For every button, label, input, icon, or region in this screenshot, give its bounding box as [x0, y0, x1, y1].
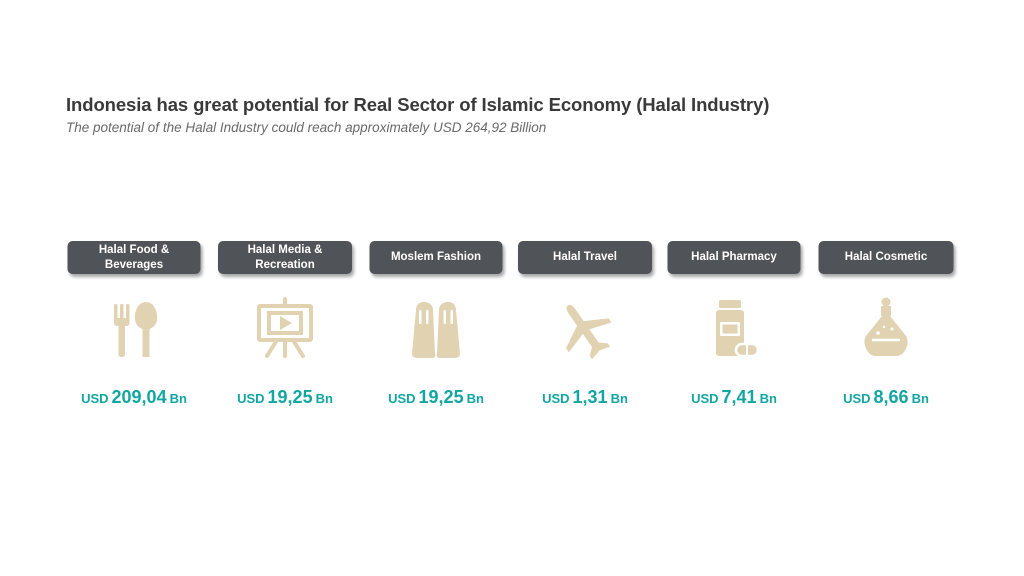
sector-value: USD 19,25 Bn — [237, 387, 333, 407]
sector-label: Halal Cosmetic — [818, 241, 954, 274]
sector-label: Halal Media & Recreation — [218, 241, 352, 274]
sector-halal-food: Halal Food & Beverages USD 209,04 Bn — [59, 0, 209, 576]
sector-value: USD 7,41 Bn — [691, 387, 777, 407]
perfume-bottle-icon — [856, 296, 916, 362]
sector-halal-travel: Halal Travel USD 1,31 Bn — [510, 0, 660, 576]
sector-halal-cosmetic: Halal Cosmetic USD 8,66 Bn — [811, 0, 961, 576]
sector-value: USD 19,25 Bn — [388, 387, 484, 407]
clothing-icon — [406, 296, 466, 362]
sector-value: USD 209,04 Bn — [81, 387, 187, 407]
sector-value: USD 8,66 Bn — [843, 387, 929, 407]
sector-label: Halal Food & Beverages — [67, 241, 201, 274]
sector-halal-media: Halal Media & Recreation USD 19,25 Bn — [210, 0, 360, 576]
sector-moslem-fashion: Moslem Fashion USD 19,25 Bn — [361, 0, 511, 576]
airplane-icon — [555, 296, 615, 362]
sector-halal-pharmacy: Halal Pharmacy USD 7,41 Bn — [659, 0, 809, 576]
medicine-bottle-icon — [704, 296, 764, 362]
sector-label: Halal Pharmacy — [667, 241, 801, 274]
slide-subtitle: The potential of the Halal Industry coul… — [66, 120, 547, 135]
slide-title: Indonesia has great potential for Real S… — [66, 94, 770, 115]
sector-value: USD 1,31 Bn — [542, 387, 628, 407]
fork-spoon-icon — [104, 296, 164, 362]
projector-screen-icon — [255, 296, 315, 362]
sector-label: Moslem Fashion — [369, 241, 503, 274]
sector-label: Halal Travel — [518, 241, 652, 274]
